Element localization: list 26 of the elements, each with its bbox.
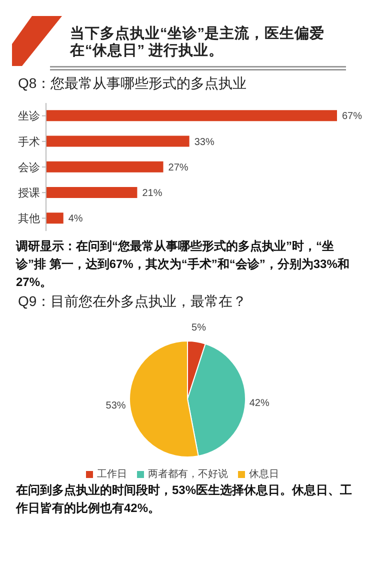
data-label: 67% bbox=[342, 111, 362, 122]
data-label: 21% bbox=[142, 188, 162, 200]
bar bbox=[46, 161, 164, 172]
y-tick-label: 手术 bbox=[18, 135, 40, 148]
y-tick-label: 坐诊 bbox=[18, 110, 40, 123]
y-tick-label: 其他 bbox=[18, 212, 40, 226]
text: 调研显示：在问到“您最常从事哪些形式的多点执业”时，“坐诊”排 第一，达到67%，其次为“手术”和“会诊”，分别为33%和27%。 bbox=[14, 238, 350, 291]
y-tick-label: 会诊 bbox=[18, 162, 40, 174]
legend-label: 工作日 bbox=[97, 469, 127, 480]
data-label: 42% bbox=[249, 398, 270, 410]
data-label: 27% bbox=[168, 162, 188, 174]
text: 在问到多点执业的时间段时，53%医生选择休息日。休息日、工作日皆有的比例也有42%。 bbox=[14, 482, 354, 517]
bar bbox=[46, 212, 64, 224]
bar bbox=[46, 136, 190, 147]
bar bbox=[46, 110, 337, 122]
chart-title: Q9：目前您在外多点执业，最常在？ bbox=[17, 292, 248, 311]
legend-label: 休息日 bbox=[249, 469, 279, 480]
data-label: 5% bbox=[192, 322, 206, 334]
data-label: 4% bbox=[68, 214, 83, 225]
bar bbox=[46, 186, 138, 198]
legend-label: 两者都有，不好说 bbox=[148, 469, 228, 480]
data-label: 53% bbox=[106, 400, 126, 412]
y-tick-label: 授课 bbox=[18, 188, 40, 200]
chart-subtitle: Q8：您最常从事哪些形式的多点执业 bbox=[17, 74, 248, 93]
chart-title: 当下多点执业“坐诊”是主流，医生偏爱在“休息日” 进行执业。 bbox=[70, 26, 326, 60]
data-label: 33% bbox=[194, 136, 214, 148]
